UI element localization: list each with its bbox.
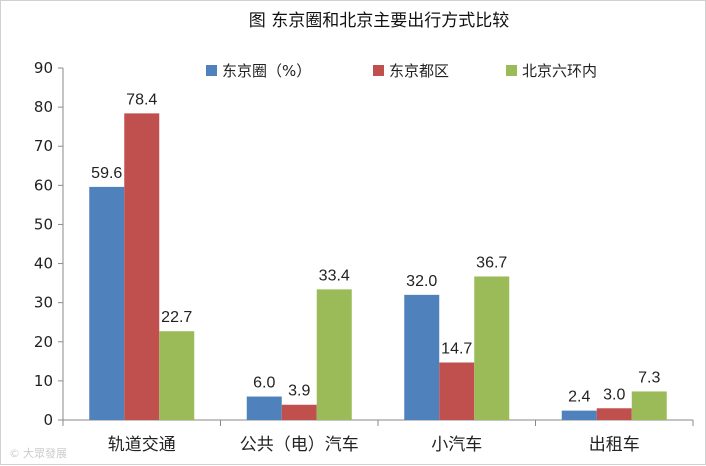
legend-swatch: [206, 65, 217, 76]
bar: [474, 276, 510, 420]
legend: 东京圈（%） 东京都区 北京六环内: [206, 62, 597, 80]
y-tick-label: 70: [34, 137, 53, 155]
data-label: 36.7: [476, 254, 507, 271]
y-tick-label: 20: [34, 333, 53, 351]
data-labels: 59.6 6.0 32.0 2.4 78.4 3.9 14.7 3.0 22.7 33.4 36.7…: [91, 91, 660, 405]
x-category-label: 公共（电）汽车: [240, 435, 359, 455]
bar: [124, 113, 160, 420]
data-label: 59.6: [91, 165, 122, 182]
data-label: 6.0: [253, 375, 275, 392]
y-tick-label: 30: [34, 294, 53, 312]
data-label: 32.0: [406, 273, 437, 290]
bar: [596, 408, 632, 420]
bar: [281, 404, 317, 420]
data-label: 3.0: [603, 386, 625, 403]
y-tick-label: 0: [43, 411, 53, 429]
data-label: 33.4: [319, 267, 350, 284]
watermark-logo-icon: ©: [9, 447, 20, 460]
legend-label: 东京都区: [389, 62, 449, 80]
y-axis: 0 10 20 30 40 50 60 70 80 90: [34, 59, 64, 429]
data-label: 7.3: [638, 369, 660, 386]
data-label: 22.7: [161, 309, 192, 326]
bar: [159, 331, 195, 420]
x-category-label: 出租车: [589, 435, 640, 455]
x-axis: 轨道交通 公共（电）汽车 小汽车 出租车: [62, 419, 694, 455]
y-tick-label: 10: [34, 372, 53, 390]
bar: [89, 186, 125, 420]
bar: [404, 294, 440, 420]
bar: [316, 289, 352, 420]
bar: [631, 391, 667, 420]
legend-label: 东京圈（%）: [222, 62, 311, 80]
bar: [246, 396, 282, 420]
y-tick-label: 60: [34, 176, 53, 194]
chart-title: 图 东京圈和北京主要出行方式比较: [249, 11, 509, 31]
watermark: © 大眾發展: [9, 446, 67, 460]
y-tick-label: 50: [34, 215, 53, 233]
y-tick-label: 90: [34, 59, 53, 77]
legend-swatch: [373, 65, 384, 76]
data-label: 14.7: [441, 341, 472, 358]
bars: [89, 113, 667, 420]
data-label: 3.9: [288, 383, 310, 400]
x-category-label: 小汽车: [431, 435, 482, 455]
bar: [439, 362, 475, 420]
y-tick-label: 40: [34, 255, 53, 273]
x-category-label: 轨道交通: [108, 435, 176, 455]
bar: [561, 410, 597, 420]
legend-swatch: [506, 65, 517, 76]
y-tick-label: 80: [34, 98, 53, 116]
watermark-text: 大眾發展: [23, 446, 67, 460]
data-label: 78.4: [126, 91, 157, 108]
legend-label: 北京六环内: [522, 62, 597, 80]
data-label: 2.4: [568, 389, 590, 406]
